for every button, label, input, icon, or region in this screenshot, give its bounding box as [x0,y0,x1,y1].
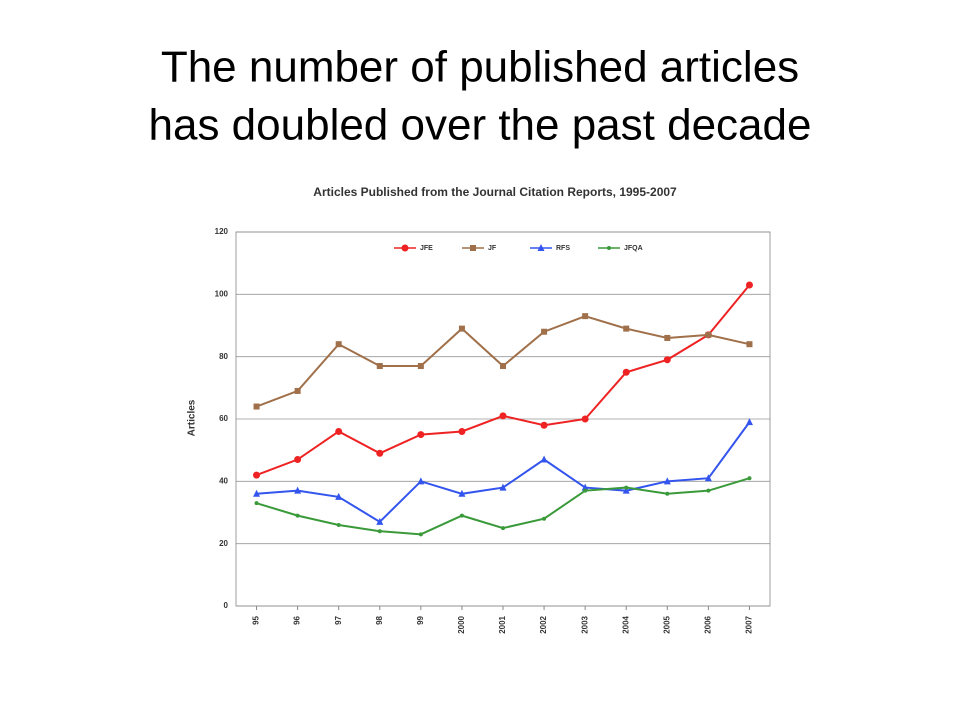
x-tick-label: 2006 [703,615,712,633]
y-tick-label: 60 [219,414,228,423]
marker [624,485,629,490]
marker [746,341,753,348]
x-tick-label: 97 [334,615,343,624]
marker [294,387,301,394]
chart-title: Articles Published from the Journal Cita… [313,185,677,199]
marker [581,415,589,423]
marker [254,501,259,506]
marker [376,449,384,457]
marker [253,403,260,410]
marker [540,421,548,429]
marker [458,427,466,435]
y-tick-label: 120 [215,227,229,236]
y-tick-label: 100 [215,289,229,298]
marker [663,477,671,485]
marker [335,492,343,500]
marker [581,483,589,491]
marker [500,363,506,370]
marker [458,489,466,497]
x-tick-label: 98 [375,615,384,624]
series-line [256,284,751,477]
y-tick-label: 0 [224,601,229,610]
marker [253,489,261,497]
marker [745,281,753,289]
series-line [256,315,750,408]
marker [704,474,712,482]
x-tick-label: 2005 [662,615,671,633]
y-tick-label: 20 [219,539,228,548]
marker [417,477,425,485]
y-tick-label: 40 [219,476,228,485]
marker [663,356,671,364]
marker [583,488,588,493]
marker [607,246,611,250]
marker [458,325,465,332]
x-tick-label: 2002 [539,615,548,633]
x-tick-label: 2007 [745,615,754,633]
marker [706,488,711,493]
marker [745,418,753,426]
marker [537,244,545,251]
marker [417,363,424,370]
marker [336,522,341,527]
x-tick-label: 2003 [580,615,589,633]
marker [582,313,589,320]
marker [499,412,507,420]
slide-title: The number of published articles [161,43,799,92]
marker [540,455,548,463]
marker [747,476,752,481]
marker [664,334,671,341]
marker [335,341,342,348]
legend-label: JFE [420,245,433,252]
marker [294,456,302,464]
marker [401,244,409,252]
marker [376,363,383,370]
x-tick-label: 2001 [498,615,507,633]
marker [501,526,505,531]
y-tick-label: 80 [219,352,228,361]
marker [294,486,302,494]
x-tick-label: 95 [252,615,261,624]
marker [499,483,507,491]
x-tick-label: 2004 [621,615,630,633]
marker [622,368,630,376]
marker [377,529,382,534]
legend-label: RFS [556,245,570,252]
marker [541,328,548,335]
x-tick-label: 99 [416,615,425,624]
marker [705,331,712,338]
marker [623,325,630,332]
marker [417,431,425,439]
marker [418,532,423,537]
legend-label: JFQA [624,245,643,252]
slide-title: has doubled over the past decade [149,101,812,150]
marker [542,516,547,521]
legend-label: JF [488,245,497,252]
x-tick-label: 2000 [457,615,466,633]
marker [295,513,300,518]
x-tick-label: 96 [293,615,302,624]
marker [335,427,343,435]
marker [665,491,670,496]
y-axis-label: Articles [187,399,198,436]
marker [376,517,384,525]
marker [459,513,464,518]
marker [622,486,630,494]
marker [253,471,261,479]
marker [470,245,476,251]
